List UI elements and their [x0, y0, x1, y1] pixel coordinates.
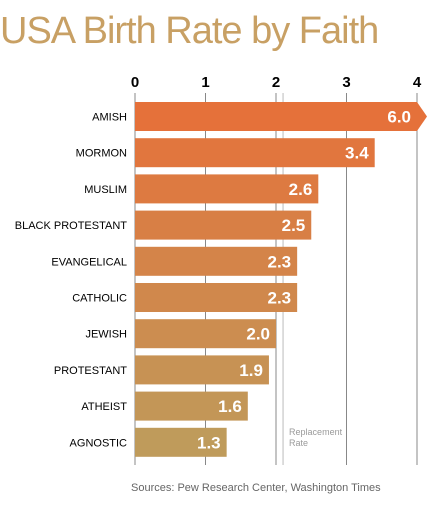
- bar: [135, 174, 319, 204]
- category-label: MORMON: [76, 148, 127, 160]
- bar: [135, 246, 298, 276]
- category-label: AMISH: [92, 112, 127, 124]
- category-label: ATHEIST: [81, 401, 127, 413]
- data-label: 1.3: [197, 433, 221, 452]
- data-label: 3.4: [345, 144, 369, 163]
- replacement-rate-label: Rate: [289, 438, 308, 448]
- x-tick-label: 3: [342, 74, 350, 91]
- category-label: BLACK PROTESTANT: [15, 220, 128, 232]
- category-label: JEWISH: [85, 329, 127, 341]
- x-tick-label: 1: [201, 74, 209, 91]
- data-label: 6.0: [387, 108, 411, 127]
- x-tick-label: 0: [131, 74, 139, 91]
- x-tick-label: 4: [413, 74, 422, 91]
- bar: [135, 427, 227, 457]
- data-label: 2.6: [289, 180, 313, 199]
- source-note: Sources: Pew Research Center, Washington…: [131, 482, 381, 494]
- data-label: 2.3: [268, 289, 292, 308]
- category-label: PROTESTANT: [54, 365, 127, 377]
- bar: [135, 319, 276, 349]
- replacement-rate-label: Replacement: [289, 427, 343, 437]
- bar: [135, 355, 269, 385]
- category-label: MUSLIM: [84, 184, 127, 196]
- data-label: 2.3: [268, 252, 292, 271]
- data-label: 1.6: [218, 397, 242, 416]
- category-label: EVANGELICAL: [51, 256, 127, 268]
- category-label: AGNOSTIC: [70, 437, 128, 449]
- bar: [135, 283, 298, 312]
- chart-title: USA Birth Rate by Faith: [0, 10, 379, 52]
- bar: [135, 210, 312, 240]
- category-label: CATHOLIC: [72, 293, 127, 305]
- bar: [135, 138, 375, 168]
- bar: [135, 391, 248, 421]
- data-label: 2.5: [282, 216, 306, 235]
- data-label: 1.9: [239, 361, 263, 380]
- x-tick-label: 2: [272, 74, 280, 91]
- bar: [135, 102, 427, 131]
- data-label: 2.0: [246, 325, 270, 344]
